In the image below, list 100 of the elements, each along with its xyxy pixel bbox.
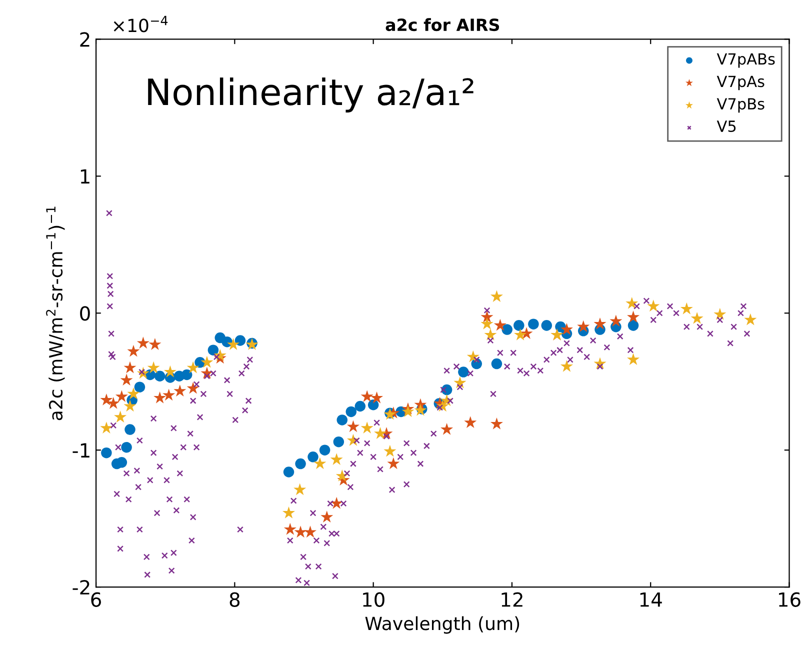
point bbox=[127, 387, 140, 400]
point bbox=[402, 405, 414, 418]
point bbox=[484, 328, 497, 340]
point bbox=[387, 457, 400, 470]
point bbox=[560, 360, 573, 372]
point bbox=[514, 328, 527, 340]
point bbox=[295, 458, 306, 470]
point bbox=[330, 496, 343, 509]
point bbox=[577, 320, 590, 332]
point bbox=[464, 416, 477, 428]
point bbox=[458, 366, 469, 378]
point bbox=[680, 302, 693, 314]
y-axis-title: a2c (mW/m$^{2}$-sr-cm$^{−1}$)$^{−1}$ bbox=[46, 206, 65, 420]
point bbox=[124, 424, 136, 435]
point bbox=[346, 420, 360, 432]
point bbox=[186, 361, 200, 374]
point bbox=[440, 422, 454, 435]
point bbox=[154, 391, 166, 404]
point bbox=[304, 526, 316, 538]
y-tick-label: 1 bbox=[80, 169, 90, 184]
point bbox=[333, 436, 344, 448]
point bbox=[330, 453, 343, 465]
point bbox=[480, 310, 494, 323]
point bbox=[127, 344, 140, 357]
point bbox=[744, 313, 757, 326]
point bbox=[528, 318, 539, 330]
point bbox=[283, 466, 294, 478]
point bbox=[294, 483, 306, 496]
point bbox=[148, 338, 162, 350]
point bbox=[162, 388, 176, 401]
x-axis-title: Wavelength (um) bbox=[365, 616, 520, 634]
point bbox=[284, 522, 296, 535]
point bbox=[690, 312, 704, 324]
point bbox=[227, 338, 240, 350]
point bbox=[164, 365, 176, 378]
point bbox=[314, 457, 326, 470]
point bbox=[346, 406, 357, 418]
point bbox=[154, 370, 166, 382]
point bbox=[294, 526, 307, 538]
point bbox=[101, 447, 112, 458]
point bbox=[374, 427, 387, 439]
point bbox=[100, 422, 113, 434]
point bbox=[136, 336, 150, 349]
point bbox=[384, 444, 396, 457]
legend-label: V7pAs bbox=[716, 76, 764, 90]
point bbox=[360, 390, 374, 402]
y-tick-label: -2 bbox=[72, 580, 90, 594]
point bbox=[627, 353, 640, 366]
point bbox=[282, 506, 296, 518]
point bbox=[134, 382, 146, 392]
point bbox=[714, 308, 726, 320]
point bbox=[200, 356, 214, 368]
point bbox=[186, 382, 200, 394]
point bbox=[336, 414, 348, 426]
point bbox=[370, 391, 384, 404]
point bbox=[208, 344, 219, 356]
point bbox=[647, 300, 660, 312]
point bbox=[626, 296, 638, 309]
point bbox=[541, 320, 552, 331]
x-tick-label: 8 bbox=[230, 592, 240, 607]
point bbox=[319, 444, 330, 456]
chart-title: a2c for AIRS bbox=[386, 18, 500, 32]
text: ×10$^{−4}$ bbox=[114, 16, 168, 32]
point bbox=[124, 400, 136, 412]
point bbox=[181, 369, 192, 380]
point bbox=[514, 320, 524, 331]
point bbox=[610, 314, 622, 327]
point bbox=[491, 358, 502, 370]
legend-label: V5 bbox=[716, 120, 736, 132]
x-tick-label: 12 bbox=[502, 592, 522, 607]
point bbox=[100, 394, 113, 406]
x-tick-label: 10 bbox=[363, 592, 384, 607]
point bbox=[336, 470, 348, 482]
y-tick-label: 2 bbox=[80, 32, 90, 47]
point bbox=[320, 510, 334, 523]
point bbox=[308, 452, 318, 462]
point bbox=[354, 400, 366, 412]
point bbox=[147, 361, 160, 374]
point bbox=[120, 374, 133, 386]
point bbox=[480, 317, 494, 330]
point bbox=[560, 322, 573, 335]
legend-label: V7pABs bbox=[716, 53, 775, 68]
point bbox=[174, 384, 186, 397]
point bbox=[490, 290, 503, 302]
point bbox=[628, 320, 639, 331]
point bbox=[360, 422, 374, 434]
y-tick-label: 0 bbox=[80, 306, 90, 321]
point bbox=[627, 310, 640, 323]
point bbox=[368, 400, 379, 410]
point bbox=[494, 318, 506, 331]
point bbox=[114, 410, 127, 423]
point bbox=[115, 390, 128, 402]
annotation: Nonlinearity a₂/a₁² bbox=[148, 78, 474, 112]
point bbox=[502, 324, 512, 335]
point bbox=[594, 317, 606, 330]
legend-label: V7pBs bbox=[716, 98, 764, 113]
point bbox=[490, 417, 503, 430]
x-tick-label: 14 bbox=[640, 592, 662, 607]
point bbox=[124, 361, 136, 374]
y-tick-label: -1 bbox=[72, 443, 90, 458]
